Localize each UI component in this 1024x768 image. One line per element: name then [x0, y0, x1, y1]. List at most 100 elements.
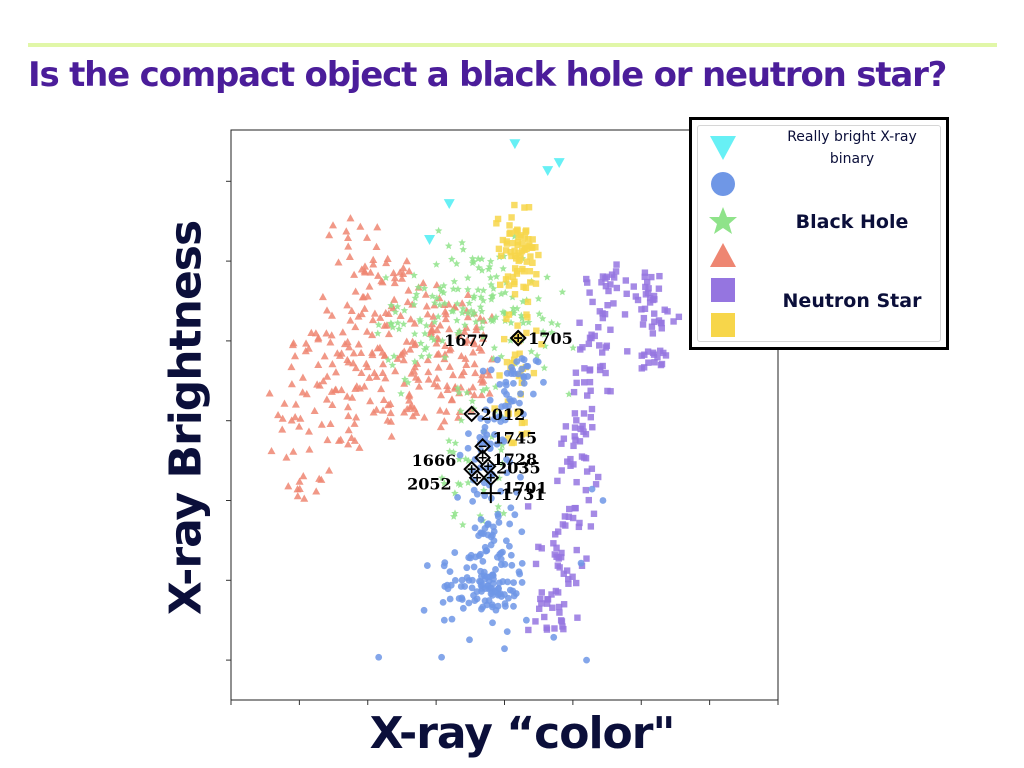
source-label: 1728 [493, 450, 538, 469]
blue-point [446, 595, 454, 603]
black-hole-point [538, 314, 547, 322]
purple-point [556, 609, 563, 616]
blue-point [481, 585, 489, 592]
legend: Really bright X-ray binary Black Hole Ne… [689, 117, 949, 350]
blue-point [532, 357, 540, 365]
black-hole-point [455, 388, 463, 396]
red-point [445, 362, 454, 370]
purple-point [572, 436, 579, 444]
purple-point [576, 319, 583, 326]
black-hole-point [453, 316, 461, 324]
red-point [405, 267, 414, 275]
black-hole-point [455, 455, 463, 463]
black-hole-point [468, 254, 477, 262]
black-hole-point [430, 299, 439, 307]
black-hole-point [449, 285, 458, 293]
yellow-point [527, 253, 534, 260]
red-point [356, 222, 365, 230]
purple-point [650, 292, 658, 300]
purple-point [603, 273, 611, 281]
purple-point [664, 308, 671, 315]
red-point [368, 315, 377, 324]
yellow-point [524, 314, 531, 321]
red-point [457, 371, 466, 379]
yellow-point [515, 337, 523, 345]
red-point [422, 302, 431, 310]
red-point [377, 384, 386, 393]
purple-point [645, 359, 652, 366]
purple-point [586, 289, 593, 296]
yellow-point [523, 430, 531, 437]
red-point [355, 443, 364, 451]
red-point [295, 484, 304, 492]
blue-point [495, 519, 503, 526]
black-hole-point [421, 329, 429, 337]
blue-point [502, 378, 510, 386]
purple-point [575, 523, 583, 531]
black-hole-point [458, 308, 467, 317]
red-point [343, 301, 352, 309]
red-point [403, 297, 412, 306]
black-hole-point [448, 307, 456, 315]
purple-point [559, 521, 567, 528]
purple-point [532, 560, 540, 568]
yellow-point [511, 247, 518, 255]
red-point [379, 360, 388, 368]
red-point [349, 349, 358, 357]
purple-point [561, 513, 569, 520]
red-point [347, 433, 356, 442]
blue-point [477, 529, 485, 537]
purple-point [656, 272, 663, 280]
red-point [379, 406, 388, 414]
black-hole-point [452, 259, 461, 267]
purple-point [608, 271, 616, 278]
black-hole-point [464, 478, 472, 486]
red-point [346, 214, 355, 222]
blue-point [463, 574, 471, 581]
purple-point [642, 283, 649, 291]
purple-point [656, 347, 664, 354]
purple-point [588, 405, 596, 413]
red-point [351, 363, 360, 372]
yellow-point [535, 251, 542, 259]
purple-point [557, 617, 565, 624]
source-label: 1745 [493, 428, 538, 447]
blue-point [506, 458, 514, 466]
red-point [344, 242, 353, 250]
black-hole-point [553, 320, 562, 328]
red-point [352, 413, 361, 421]
black-hole-point [410, 300, 418, 308]
black-hole-point [518, 314, 526, 322]
purple-point [538, 600, 545, 607]
purple-point [646, 294, 654, 302]
yellow-point [522, 227, 530, 234]
black-hole-point [541, 342, 549, 350]
blue-point [439, 598, 447, 606]
red-point [436, 321, 445, 329]
red-point [441, 310, 450, 318]
blue-point [443, 581, 451, 589]
blue-point [588, 485, 596, 493]
yellow-point [503, 315, 510, 323]
purple-point [565, 575, 572, 583]
yellow-point [523, 258, 530, 265]
black-hole-point [459, 304, 467, 312]
yellow-point [507, 249, 514, 256]
purple-point [560, 570, 567, 577]
blue-point [515, 568, 523, 576]
black-hole-point [445, 447, 454, 455]
purple-point [560, 435, 568, 442]
red-point [373, 223, 382, 231]
purple-point [603, 342, 611, 349]
red-point [463, 313, 472, 321]
purple-point [590, 510, 598, 517]
yellow-point [514, 267, 521, 275]
red-point [458, 299, 467, 307]
purple-point [543, 624, 550, 631]
purple-point [569, 573, 576, 580]
red-point [405, 396, 414, 404]
black-hole-point [509, 304, 517, 312]
blue-point [503, 469, 511, 477]
red-point [267, 446, 276, 455]
red-point [274, 410, 283, 419]
